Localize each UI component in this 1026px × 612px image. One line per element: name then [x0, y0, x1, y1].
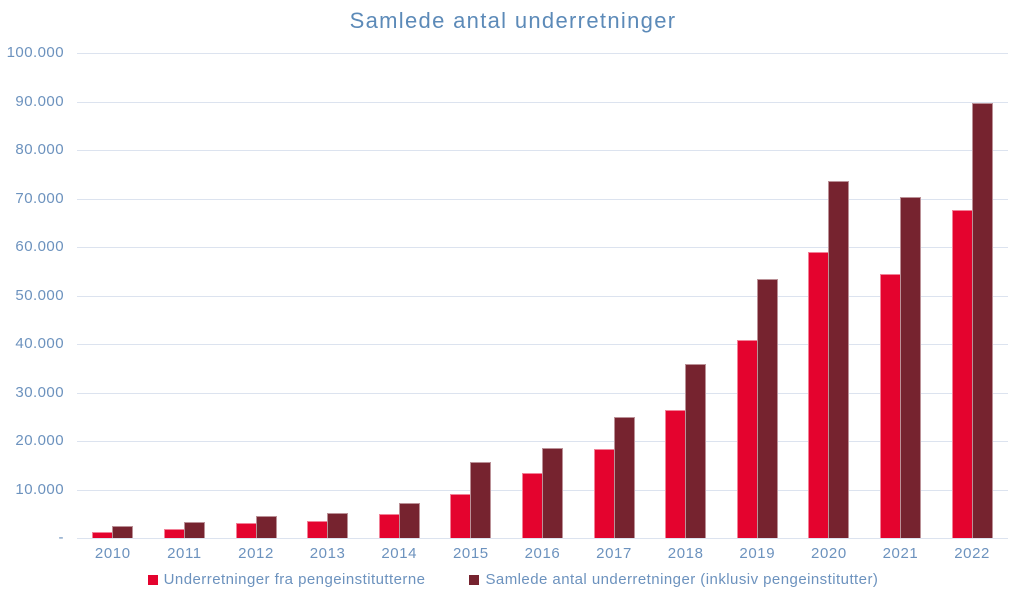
gridline: [77, 295, 1008, 297]
gridline: [77, 53, 1008, 54]
x-axis-label: 2022: [954, 545, 990, 562]
y-axis-tick-label: 100.000: [6, 44, 64, 61]
y-axis-tick-label: 20.000: [15, 432, 64, 449]
x-axis-label: 2010: [94, 545, 131, 562]
bar-group-2018: [650, 53, 722, 538]
y-axis-tick-label: 70.000: [15, 189, 64, 207]
x-axis-label: 2019: [739, 545, 776, 562]
bar-series1-2013: [307, 521, 329, 538]
bar-series2-2019: [756, 278, 778, 538]
y-axis-tick-label: 90.000: [15, 92, 64, 110]
plot-area: [77, 53, 1008, 539]
bar-group-2021: [865, 53, 937, 538]
bar-series1-2018: [665, 409, 687, 538]
bar-group-2017: [578, 53, 650, 538]
gridline: [77, 392, 1008, 394]
bar-series2-2017: [613, 416, 635, 538]
legend-marker-icon: [147, 574, 158, 585]
bar-group-2016: [507, 53, 579, 538]
bar-group-2015: [435, 53, 507, 538]
gridline: [77, 441, 1008, 442]
legend-label: Samlede antal underretninger (inklusiv p…: [485, 571, 879, 588]
y-axis-tick-label: 50.000: [15, 286, 64, 304]
legend-marker-icon: [469, 574, 480, 585]
y-axis-tick-label: 60.000: [15, 238, 64, 255]
bar-series2-2018: [685, 364, 707, 538]
y-axis-tick-label: 80.000: [15, 141, 64, 158]
bar-series1-2022: [951, 210, 973, 538]
bar-series1-2010: [92, 532, 114, 538]
bar-series1-2015: [450, 493, 472, 538]
chart-title: Samlede antal underretninger: [349, 8, 677, 33]
x-axis-label: 2021: [882, 545, 919, 562]
bar-series2-2012: [255, 516, 277, 538]
x-axis-label: 2018: [667, 545, 704, 562]
x-axis-label: 2011: [167, 545, 202, 562]
legend-item-series2: Samlede antal underretninger (inklusiv p…: [469, 571, 878, 588]
y-axis-tick-label: 30.000: [15, 383, 64, 401]
bar-series2-2020: [828, 181, 850, 538]
gridline: [77, 198, 1008, 200]
x-axis-label: 2013: [309, 545, 346, 562]
bar-group-2019: [721, 53, 793, 538]
bar-series2-2021: [900, 196, 921, 538]
bar-group-2022: [936, 53, 1008, 538]
gridline: [77, 344, 1008, 345]
y-axis-tick-label: 10.000: [15, 480, 64, 498]
x-axis-label: 2017: [596, 545, 632, 562]
bar-series1-2011: [163, 529, 185, 538]
gridline: [77, 150, 1008, 151]
x-axis-label: 2012: [238, 545, 274, 562]
bar-series2-2011: [183, 522, 205, 538]
bar-series1-2014: [378, 513, 400, 538]
bar-group-2012: [220, 53, 292, 538]
bar-group-2013: [292, 53, 364, 538]
bar-series1-2017: [593, 448, 615, 538]
bar-series2-2010: [112, 526, 134, 538]
bar-group-2011: [149, 53, 221, 538]
bar-series2-2016: [541, 447, 563, 538]
bar-series1-2016: [521, 472, 543, 538]
bar-series1-2012: [235, 523, 257, 538]
bar-group-2020: [793, 53, 865, 538]
gridline: [77, 247, 1008, 248]
bar-series2-2022: [971, 102, 993, 538]
x-axis-label: 2016: [524, 545, 561, 562]
bar-series1-2020: [808, 251, 830, 538]
y-axis-tick-label: 40.000: [15, 335, 64, 352]
legend-label: Underretninger fra pengeinstitutterne: [163, 571, 426, 588]
bar-group-2010: [77, 53, 149, 538]
y-axis-tick-label: -: [58, 529, 64, 546]
x-axis-label: 2014: [381, 545, 418, 562]
bar-series2-2013: [327, 512, 349, 538]
bar-group-2014: [363, 53, 435, 538]
legend-item-series1: Underretninger fra pengeinstitutterne: [147, 571, 426, 588]
bar-groups: [77, 53, 1008, 538]
bar-series1-2021: [880, 274, 901, 538]
bar-series2-2014: [398, 503, 420, 538]
x-axis-label: 2020: [811, 545, 847, 562]
x-axis-label: 2015: [452, 545, 489, 562]
gridline: [77, 538, 1008, 539]
bar-series1-2019: [736, 340, 758, 538]
x-axis: 2010 2011 2012 2013 2014 2015 2016 2017 2018 2019…: [77, 545, 1008, 562]
gridline: [77, 101, 1008, 103]
legend: Underretninger fra pengeinstitutterne Sam…: [0, 571, 1026, 588]
bar-series2-2015: [470, 461, 492, 538]
